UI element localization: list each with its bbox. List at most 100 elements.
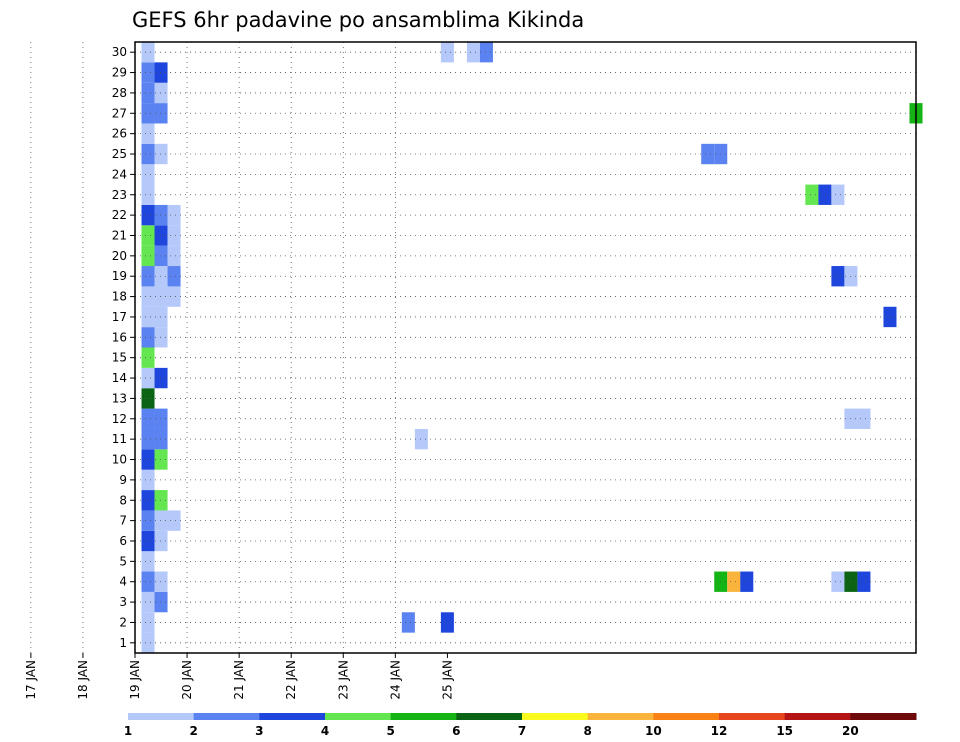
heat-cell <box>479 42 493 63</box>
x-tick-label: 23 JAN <box>336 660 350 700</box>
x-tick-label: 18 JAN <box>76 660 90 700</box>
heat-cell <box>141 510 155 531</box>
heat-cell <box>466 42 480 63</box>
heat-cell <box>154 571 168 592</box>
y-tick-label: 20 <box>112 249 127 263</box>
colorbar: 1 2 3 4 5 6 7 8 10 12 15 20 <box>124 713 917 738</box>
colorbar-swatch <box>128 713 195 720</box>
heat-cell <box>141 327 155 348</box>
heat-cell <box>154 367 168 389</box>
heat-cell <box>831 571 845 592</box>
heat-cell <box>154 103 168 124</box>
heat-cell <box>154 327 168 348</box>
heat-cell <box>154 143 168 165</box>
heat-cell <box>141 164 155 185</box>
heat-cell <box>141 408 155 429</box>
colorbar-swatch <box>784 713 851 720</box>
heat-cell <box>701 143 715 165</box>
heat-cell <box>141 428 155 450</box>
y-tick-label: 14 <box>112 371 127 385</box>
heat-cell <box>154 306 168 328</box>
heat-cell <box>154 490 168 511</box>
y-tick-label: 25 <box>112 147 127 161</box>
colorbar-swatch <box>850 713 917 720</box>
plot-frame <box>134 41 917 654</box>
heat-cell <box>141 184 155 205</box>
heat-cell <box>141 367 155 389</box>
heat-cell <box>141 82 155 104</box>
heat-cell <box>167 225 181 246</box>
heat-cell <box>154 510 168 531</box>
heat-cell <box>727 571 741 592</box>
colorbar-swatch <box>522 713 589 720</box>
heat-cell <box>167 510 181 531</box>
heat-cell <box>401 612 415 633</box>
heat-cell <box>831 266 845 287</box>
heat-cell <box>141 103 155 124</box>
heat-cell <box>141 551 155 572</box>
colorbar-swatch <box>390 713 457 720</box>
colorbar-label: 6 <box>452 724 460 738</box>
y-tick-label: 3 <box>119 595 127 609</box>
y-tick-label: 23 <box>112 188 127 202</box>
heat-cell <box>141 449 155 470</box>
y-tick-label: 10 <box>112 453 127 467</box>
y-tick-label: 17 <box>112 310 127 324</box>
colorbar-swatch <box>653 713 720 720</box>
y-tick-label: 9 <box>119 473 127 487</box>
heat-cell <box>818 184 832 205</box>
y-tick-label: 22 <box>112 208 127 222</box>
x-tick-label: 19 JAN <box>128 660 142 700</box>
x-tick-label: 25 JAN <box>440 660 454 700</box>
colorbar-label: 5 <box>386 724 394 738</box>
heat-cell <box>805 184 819 205</box>
heat-cell <box>141 62 155 83</box>
heat-cell <box>154 408 168 429</box>
heat-cell <box>141 42 155 63</box>
x-tick-label: 17 JAN <box>24 660 38 700</box>
colorbar-swatch <box>719 713 786 720</box>
heat-cell <box>141 306 155 328</box>
x-tick-label: 24 JAN <box>388 660 402 700</box>
y-tick-label: 12 <box>112 412 127 426</box>
colorbar-label: 12 <box>711 724 728 738</box>
y-tick-label: 27 <box>112 106 127 120</box>
y-tick-label: 13 <box>112 391 127 405</box>
colorbar-swatch <box>193 713 260 720</box>
colorbar-label: 3 <box>255 724 263 738</box>
y-tick-label: 7 <box>119 514 127 528</box>
x-tick-label: 22 JAN <box>284 660 298 700</box>
heat-cell <box>154 286 168 307</box>
heat-cell <box>154 62 168 83</box>
chart-title: GEFS 6hr padavine po ansamblima Kikinda <box>132 8 584 32</box>
heat-cell <box>141 286 155 307</box>
heat-cell <box>141 123 155 144</box>
heat-cell <box>857 571 871 592</box>
y-tick-label: 15 <box>112 351 127 365</box>
heat-cell <box>440 42 454 63</box>
heat-cell <box>141 245 155 267</box>
heat-cell <box>154 591 168 613</box>
colorbar-label: 7 <box>518 724 526 738</box>
heat-cell <box>141 612 155 633</box>
heat-cell <box>141 388 155 409</box>
heat-cell <box>167 204 181 226</box>
colorbar-label: 15 <box>776 724 793 738</box>
y-tick-label: 21 <box>112 228 127 242</box>
heat-cell <box>154 204 168 226</box>
heat-cell <box>154 82 168 104</box>
heat-cell <box>440 612 454 633</box>
y-tick-label: 6 <box>119 534 127 548</box>
heat-cell <box>414 428 428 450</box>
colorbar-label: 1 <box>124 724 132 738</box>
heat-cell <box>141 143 155 165</box>
heatmap-cells <box>141 42 923 653</box>
heat-cell <box>141 571 155 592</box>
heat-cell <box>141 469 155 491</box>
y-axis: 1234567891011121314151617181920212223242… <box>112 45 135 650</box>
colorbar-swatch <box>325 713 392 720</box>
heat-cell <box>141 632 155 653</box>
colorbar-label: 20 <box>842 724 859 738</box>
